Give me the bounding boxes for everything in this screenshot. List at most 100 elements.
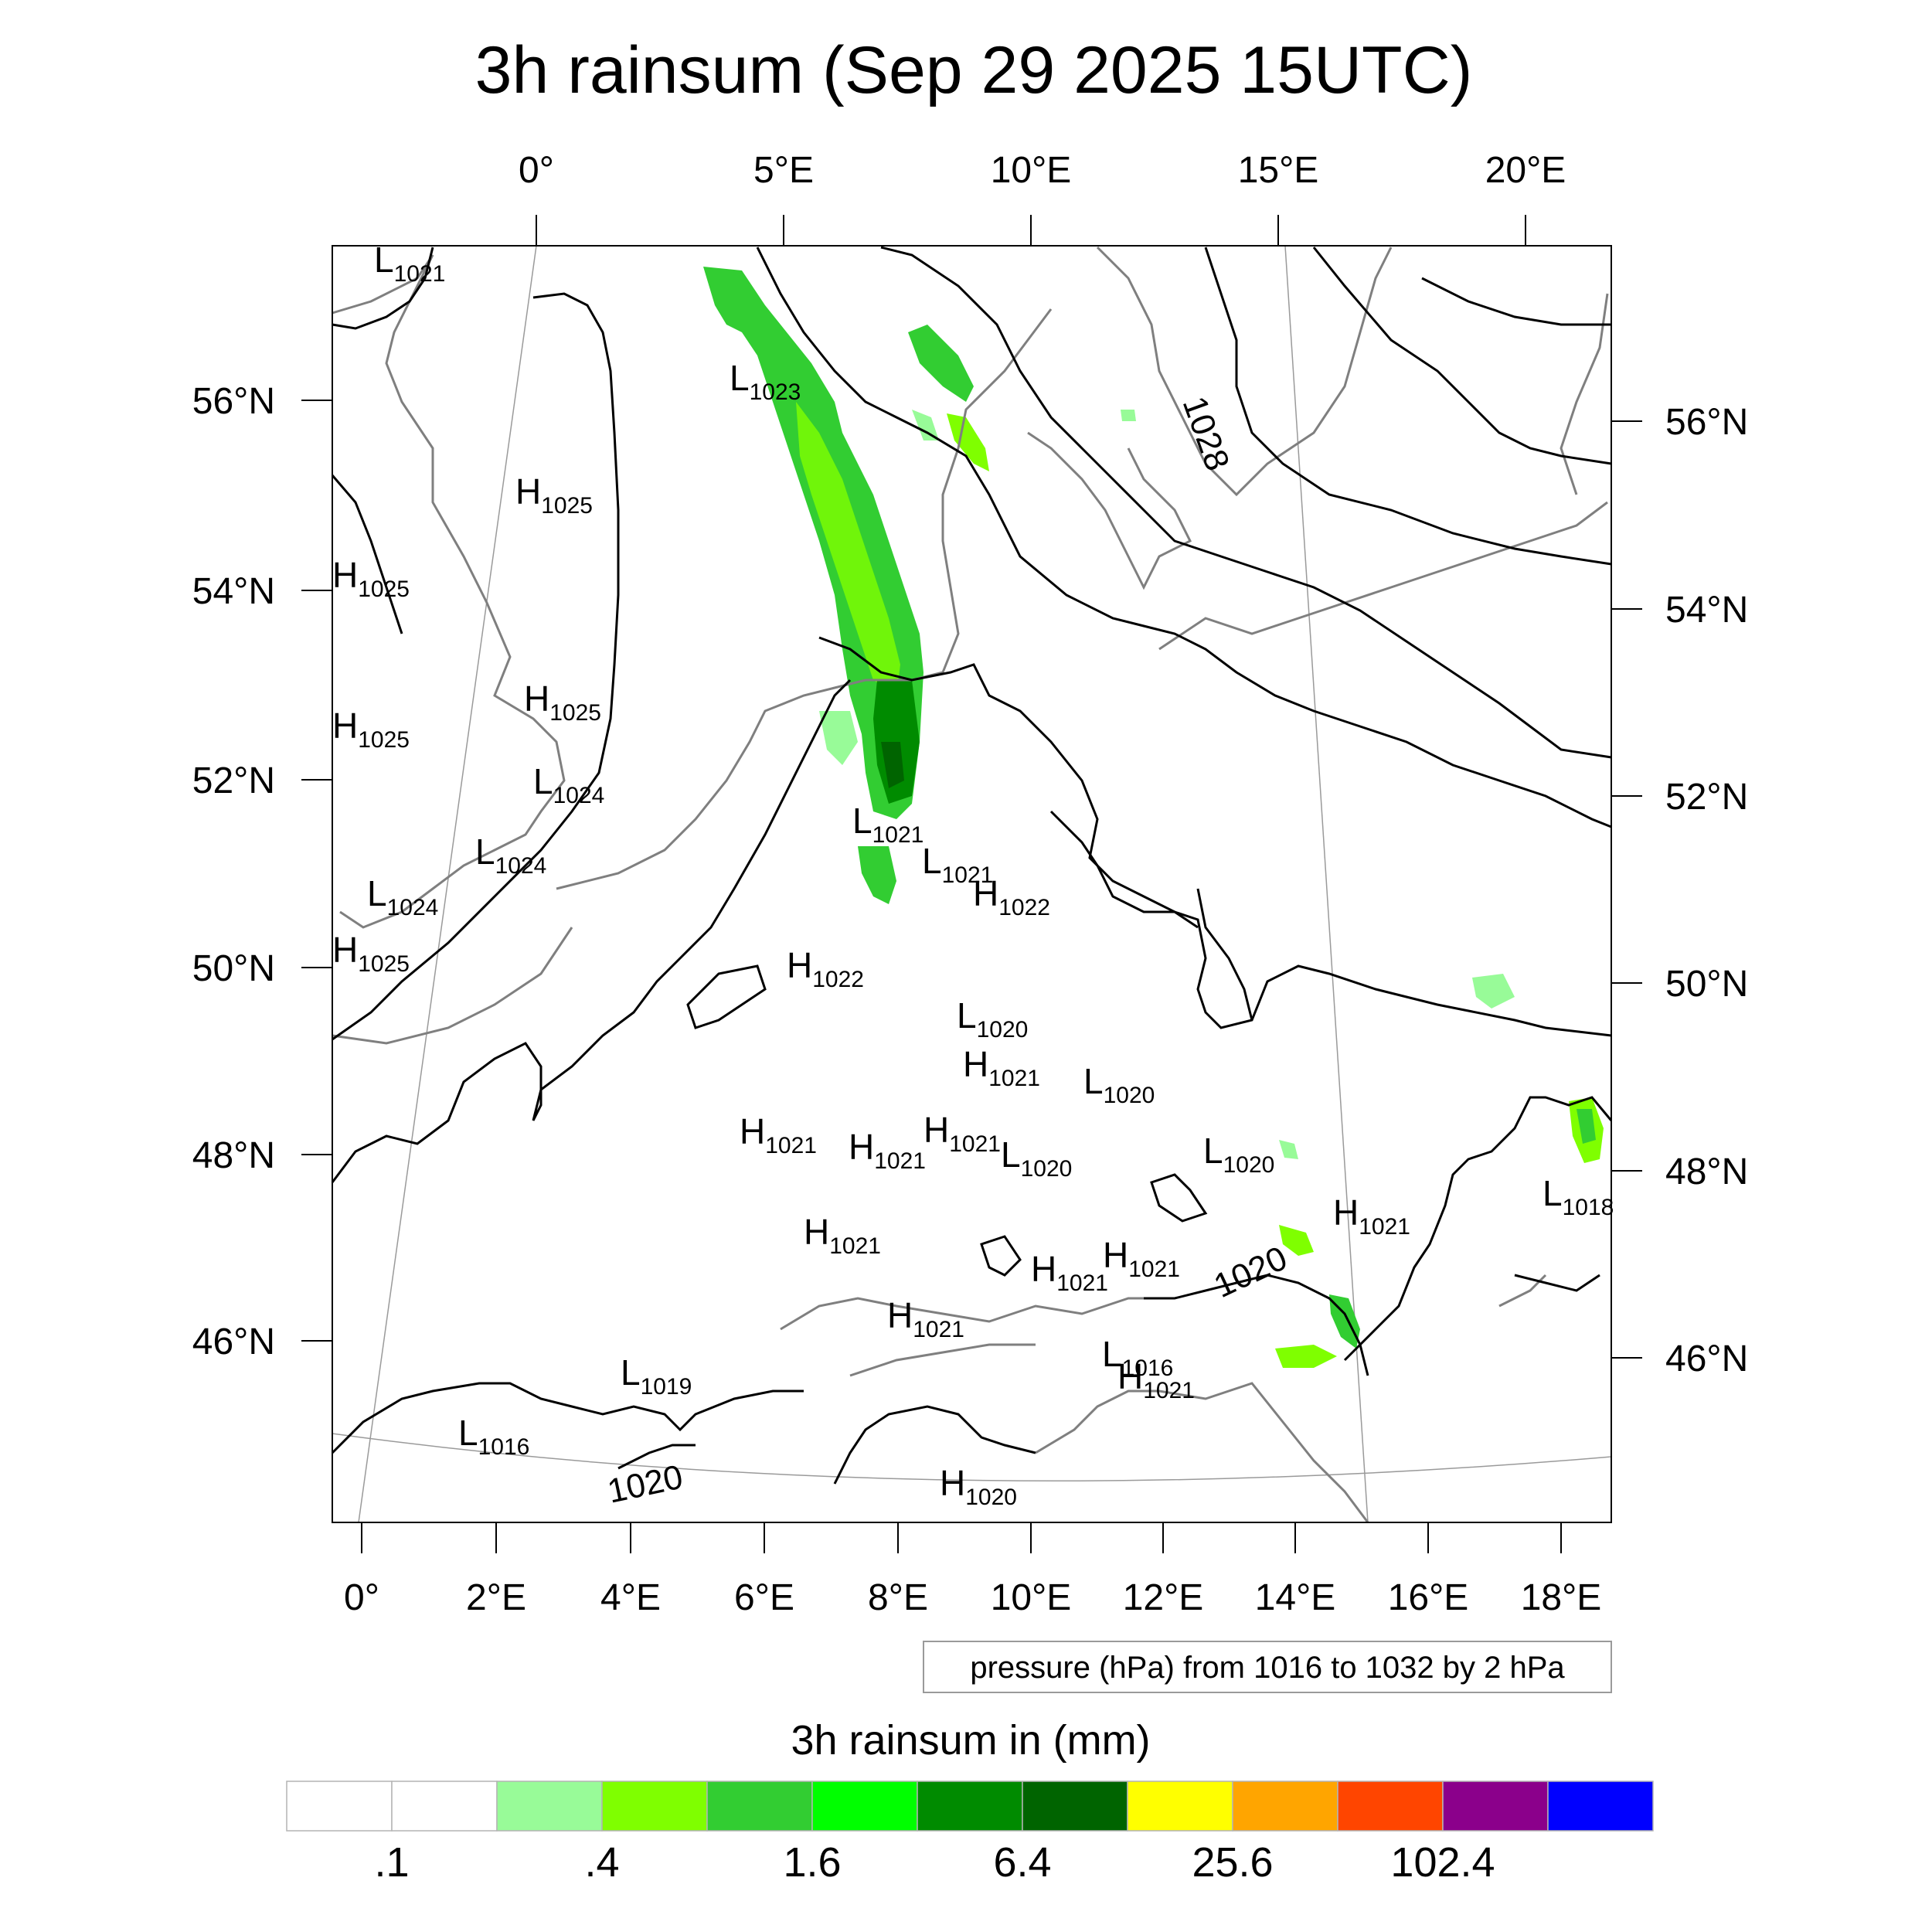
rain-denmark-strip-2: [947, 413, 989, 471]
top-lon-label: 15°E: [1238, 150, 1319, 191]
map-title: 3h rainsum (Sep 29 2025 15UTC): [475, 33, 1473, 107]
graticule: [332, 245, 1612, 1523]
pressure-center-label: H1025: [332, 706, 410, 753]
pressure-center-label: L1020: [1203, 1131, 1274, 1178]
isobar-hungary-loop: [1514, 1274, 1600, 1292]
parallel-45n-line: [332, 1433, 1612, 1481]
isobar-label: 1020: [604, 1458, 686, 1510]
colorbar-box: [601, 1781, 708, 1832]
rain-band-south: [858, 846, 896, 904]
left-lat-label: 48°N: [192, 1135, 275, 1176]
isobar-sweden: [880, 246, 1612, 759]
isobar-jutland: [756, 247, 1612, 828]
rain-shading: [703, 267, 1604, 1368]
coastline-italy-north: [849, 1343, 1036, 1377]
colorbar-box: [1337, 1781, 1444, 1832]
colorbar-tick-label: 1.6: [783, 1839, 841, 1886]
left-lat-label: 56°N: [192, 381, 275, 422]
rain-band-max: [881, 742, 904, 788]
bottom-lon-label: 6°E: [734, 1577, 794, 1618]
meridian-15e-line: [1284, 245, 1369, 1523]
pressure-center-label: H1021: [1103, 1235, 1180, 1282]
pressure-center-label: H1025: [332, 930, 410, 977]
pressure-center-label: L1019: [621, 1352, 692, 1400]
colorbar-box: [496, 1781, 603, 1832]
top-lon-label: 20°E: [1485, 150, 1566, 191]
border-hungary: [1498, 1274, 1547, 1308]
right-lat-label: 50°N: [1665, 964, 1748, 1005]
rain-poland-east: [1472, 974, 1515, 1009]
pressure-center-label: L1024: [475, 832, 546, 879]
colorbar-box: [811, 1781, 918, 1832]
isobar-carpathian: [1343, 1096, 1613, 1362]
rain-denmark-strip-1: [908, 325, 974, 402]
isobar-1020-channel: [331, 679, 852, 1183]
isobar-alps-small-1: [1150, 1173, 1208, 1223]
isobars: [331, 246, 1613, 1485]
border-alps: [780, 1297, 1175, 1331]
pressure-center-label: L1020: [1001, 1134, 1072, 1182]
bottom-longitude-labels: 0° 2°E 4°E 6°E 8°E 10°E 12°E 14°E 16°E 1…: [344, 1577, 1601, 1618]
isobar-label: 1020: [1209, 1239, 1293, 1305]
coastline-adriatic: [1035, 1382, 1369, 1523]
rain-band-left-light: [819, 711, 858, 765]
coastlines: [332, 246, 1609, 1523]
pressure-center-label: L1024: [367, 873, 438, 920]
pressure-center-label: H1025: [332, 555, 410, 602]
pressure-center-label: H1025: [524, 679, 601, 726]
right-lat-label: 48°N: [1665, 1151, 1748, 1192]
right-lat-label: 52°N: [1665, 777, 1748, 818]
colorbar-box: [917, 1781, 1023, 1832]
bottom-lon-label: 10°E: [991, 1577, 1072, 1618]
right-lat-label: 56°N: [1665, 402, 1748, 443]
colorbar-tick-label: .1: [374, 1839, 409, 1886]
pressure-note-box: [923, 1641, 1612, 1693]
rain-austria: [1279, 1225, 1314, 1256]
isobar-south-top: [1049, 810, 1199, 929]
pressure-center-label: H1021: [1333, 1192, 1410, 1240]
pressure-note: pressure (hPa) from 1016 to 1032 by 2 hP…: [970, 1651, 1565, 1685]
isobar-alps-wave: [1144, 1274, 1369, 1376]
colorbar-box: [1547, 1781, 1654, 1832]
isobar-alps-small-2: [980, 1235, 1022, 1277]
pressure-center-label: L1018: [1543, 1173, 1614, 1220]
isobar-label: 1028: [1175, 392, 1237, 476]
colorbar-tick-label: 102.4: [1390, 1839, 1495, 1886]
colorbar-box: [1127, 1781, 1233, 1832]
coastline-sweden: [1096, 246, 1393, 497]
pressure-center-label: L1021: [922, 841, 993, 888]
colorbar-box: [1442, 1781, 1549, 1832]
pressure-center-label: L1021: [852, 801, 923, 848]
isobar-adriatic: [833, 1405, 1036, 1485]
left-lat-label: 52°N: [192, 760, 275, 801]
left-latitude-labels: 56°N 54°N 52°N 50°N 48°N 46°N: [192, 381, 275, 1362]
pressure-center-label: H1021: [849, 1127, 926, 1174]
pressure-center-label: L1020: [957, 995, 1028, 1043]
coastline-denmark: [1027, 431, 1192, 590]
bottom-lon-label: 2°E: [466, 1577, 526, 1618]
coastline-english-channel: [332, 927, 573, 1045]
pressure-center-label: H1021: [1031, 1249, 1108, 1296]
rain-denmark-strip-3: [912, 410, 939, 440]
pressure-center-label: L1023: [730, 358, 801, 405]
pressure-center-label: L1016: [1102, 1334, 1173, 1381]
pressure-center-label: L1024: [533, 761, 604, 808]
pressure-center-label: H1021: [963, 1044, 1040, 1091]
pressure-center-label: H1022: [973, 873, 1050, 920]
top-lon-label: 0°: [519, 150, 554, 191]
map-frame: [332, 245, 1612, 1523]
isobar-bavaria: [1196, 888, 1253, 1021]
rain-band-north-sea-light: [796, 402, 900, 696]
isobar-baltic: [1312, 247, 1612, 465]
right-lat-label: 54°N: [1665, 590, 1748, 631]
left-lat-label: 46°N: [192, 1321, 275, 1362]
meridian-0-line: [358, 245, 537, 1523]
top-longitude-labels: 0° 5°E 10°E 15°E 20°E: [519, 150, 1566, 191]
isobar-belgium-loop: [686, 964, 767, 1029]
pressure-center-label: L1021: [374, 240, 445, 287]
top-lon-label: 10°E: [991, 150, 1072, 191]
right-lat-label: 46°N: [1665, 1338, 1748, 1379]
pressure-center-label: H1021: [740, 1111, 817, 1158]
isobar-ligurian: [617, 1444, 696, 1470]
